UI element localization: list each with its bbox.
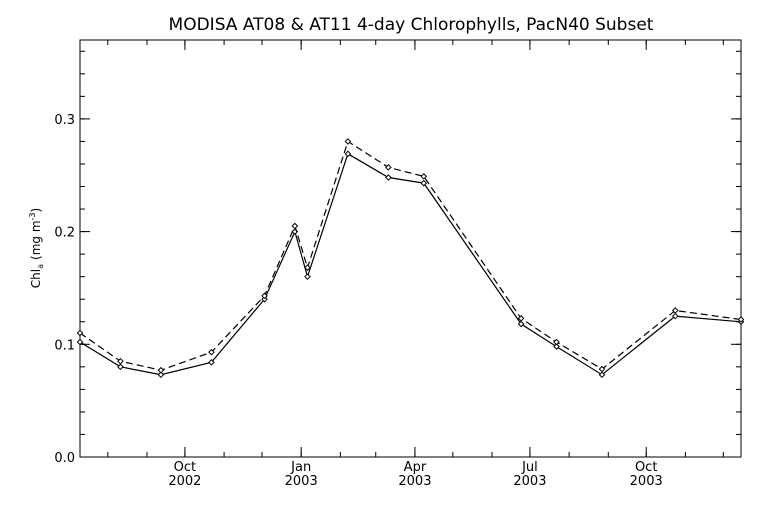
- data-point-dashed: [598, 365, 606, 373]
- x-tick-month-label: Oct: [635, 460, 657, 475]
- x-tick-year-label: 2003: [513, 474, 546, 489]
- data-point-solid: [157, 371, 165, 379]
- svg-text:Chla(mg m-3): Chla (mg m-3): [28, 208, 45, 288]
- y-axis-label-unit-exp: -3: [28, 212, 37, 220]
- y-axis-label-unit-close: ): [29, 208, 43, 213]
- y-tick-label: 0.3: [54, 113, 75, 128]
- x-tick-year-label: 2003: [285, 474, 318, 489]
- y-axis-label-text: Chl: [29, 269, 43, 288]
- data-point-dashed: [420, 173, 428, 180]
- x-tick-year-label: 2002: [168, 474, 201, 489]
- series-layer: [76, 138, 745, 379]
- x-tick-month-label: Apr: [404, 460, 427, 475]
- data-point-dashed: [385, 164, 392, 171]
- data-point-dashed: [208, 348, 215, 356]
- data-point-solid: [553, 343, 560, 350]
- data-point-solid: [208, 359, 215, 366]
- x-tick-year-label: 2003: [630, 474, 663, 489]
- data-point-solid: [385, 174, 392, 181]
- series-line-solid: [79, 152, 742, 376]
- y-tick-label: 0.1: [54, 338, 75, 353]
- data-point-dashed: [671, 307, 679, 314]
- data-point-solid: [76, 338, 84, 346]
- x-tick-month-label: Oct: [174, 460, 196, 475]
- data-point-solid: [261, 295, 268, 303]
- data-point-dashed: [157, 366, 165, 374]
- y-tick-label: 0.2: [54, 226, 75, 241]
- y-axis-label-subscript: a: [36, 264, 45, 269]
- data-point-dashed: [344, 138, 352, 145]
- data-point-solid: [117, 363, 124, 371]
- data-point-dashed: [304, 264, 311, 271]
- data-point-solid: [671, 312, 679, 320]
- data-point-solid: [420, 179, 428, 187]
- data-point-dashed: [553, 338, 560, 346]
- data-point-solid: [304, 273, 311, 280]
- data-point-dashed: [261, 292, 268, 300]
- data-point-solid: [344, 150, 352, 158]
- plot-frame: [79, 39, 742, 458]
- x-tick-month-label: Jul: [521, 460, 538, 475]
- x-tick-month-label: Jan: [290, 460, 311, 475]
- x-tick-year-label: 2003: [398, 474, 431, 489]
- y-ticks: 0.0 0.1 0.2 0.3: [54, 50, 741, 466]
- data-point-solid: [598, 371, 606, 379]
- data-point-dashed: [291, 222, 299, 230]
- data-point-dashed: [517, 315, 525, 322]
- data-point-dashed: [76, 329, 84, 337]
- chart-title: MODISA AT08 & AT11 4-day Chlorophylls, P…: [169, 15, 654, 35]
- y-axis-label-unit: (mg m: [29, 220, 43, 260]
- data-point-solid: [517, 320, 525, 328]
- y-axis-label: Chla (mg m-3): [28, 208, 45, 288]
- data-point-dashed: [737, 316, 745, 323]
- data-point-dashed: [117, 357, 124, 365]
- series-line-dashed: [79, 140, 742, 371]
- y-tick-label: 0.0: [54, 451, 75, 466]
